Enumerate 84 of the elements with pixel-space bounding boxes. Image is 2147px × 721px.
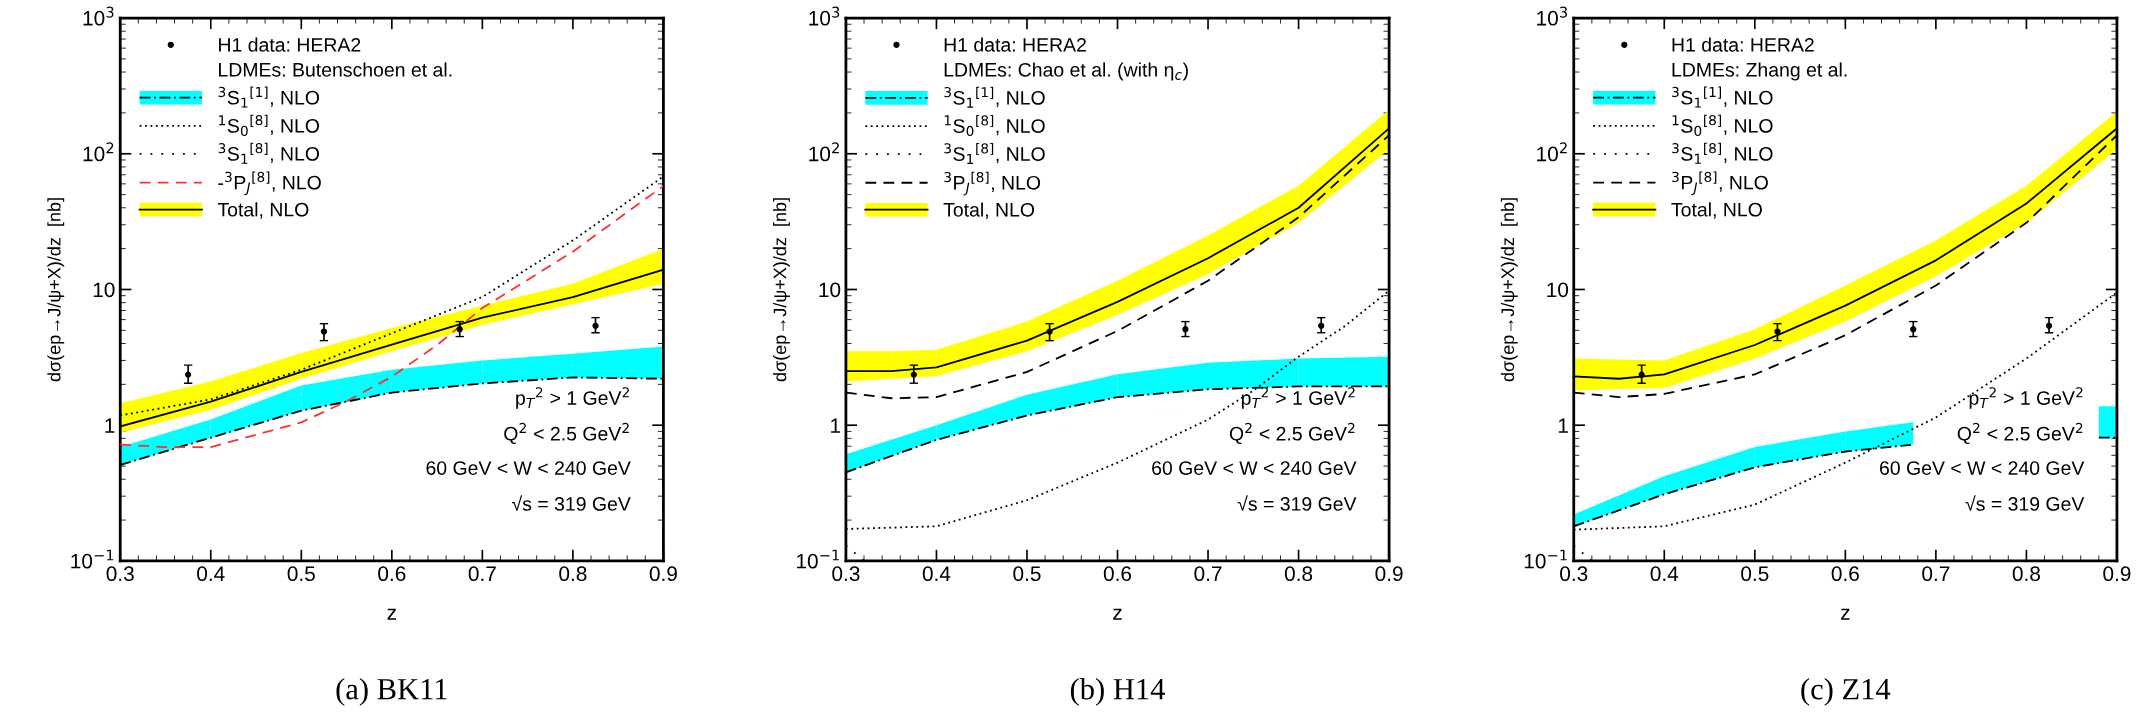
annotation: Q$^{2}$ < 2.5 GeV$^{2}$ <box>1957 422 2083 445</box>
legend-label: $^{1}$S$_{0}$$^{[8]}$, NLO <box>1672 114 1773 136</box>
x-tick-label: 0.6 <box>378 566 406 582</box>
y-tick-label: 10 <box>819 282 841 298</box>
legend-label: $^{3}$S$_{1}$$^{[1]}$, NLO <box>944 86 1045 108</box>
point <box>185 371 192 378</box>
legend-label: $^{3}$P$_{J}$$^{[8]}$, NLO <box>1672 171 1768 196</box>
point <box>456 326 463 333</box>
annotation: Q$^{2}$ < 2.5 GeV$^{2}$ <box>504 422 629 445</box>
x-axis-title: z <box>1840 608 1850 620</box>
legend-label: $^{3}$S$_{1}$$^{[8]}$, NLO <box>1672 142 1773 164</box>
point <box>1638 371 1645 378</box>
legend-label: $^{3}$S$_{1}$$^{[1]}$, NLO <box>1672 86 1773 108</box>
x-axis-title: z <box>1113 608 1122 620</box>
x-axis-title: z <box>387 608 396 620</box>
text: (c) Z14 <box>1801 677 1891 706</box>
point <box>1046 328 1053 335</box>
y-axis-title: dσ(ep→J/ψ+X)/dz [nb] <box>47 198 65 382</box>
legend-label: Total, NLO <box>943 202 1035 219</box>
legend-label: Total, NLO <box>217 202 309 219</box>
x-tick-label: 0.8 <box>2012 566 2040 582</box>
legend-label: $^{3}$S$_{1}$$^{[1]}$, NLO <box>218 86 320 108</box>
x-tick-label: 0.5 <box>1741 566 1769 582</box>
point <box>2045 322 2053 329</box>
legend-title: LDMEs: Chao et al. (with η$_{c}$) <box>944 62 1188 81</box>
y-tick-label: 1 <box>1558 418 1568 433</box>
y-tick-label: 1 <box>831 418 841 433</box>
legend-label: $^{3}$S$_{1}$$^{[8]}$, NLO <box>944 142 1045 164</box>
legend-label: -$^{3}$P$_{J}$$^{[8]}$, NLO <box>218 171 321 196</box>
y-tick-label: 10$^{2}$ <box>809 142 839 162</box>
point <box>1774 328 1781 335</box>
annotation: p$_{T}$$^{2}$ > 1 GeV$^{2}$ <box>1969 387 2083 409</box>
annotation: √s = 319 GeV <box>1965 495 2085 511</box>
x-tick-label: 0.8 <box>559 566 587 582</box>
x-tick-label: 0.7 <box>468 566 496 582</box>
text: (a) BK11 <box>336 677 447 706</box>
y-axis-title: dσ(ep→J/ψ+X)/dz [nb] <box>773 198 790 382</box>
x-tick-label: 0.9 <box>649 566 677 582</box>
legend-title: LDMEs: Butenschoen et al. <box>219 62 452 77</box>
annotation: p$_{T}$$^{2}$ > 1 GeV$^{2}$ <box>516 387 629 409</box>
text: (b) H14 <box>1070 677 1165 706</box>
point <box>1318 322 1325 329</box>
x-tick-label: 0.9 <box>1375 566 1403 582</box>
y-tick-label: 10 <box>93 282 115 298</box>
annotation: 60 GeV < W < 240 GeV <box>426 461 631 475</box>
legend-label: H1 data: HERA2 <box>219 37 361 52</box>
legend-label: $^{1}$S$_{0}$$^{[8]}$, NLO <box>944 114 1045 137</box>
point <box>910 371 917 378</box>
y-axis-title: dσ(ep→J/ψ+X)/dz [nb] <box>1500 198 1518 382</box>
legend-label: H1 data: HERA2 <box>944 37 1086 52</box>
legend-label: $^{3}$P$_{J}$$^{[8]}$, NLO <box>944 171 1041 196</box>
x-tick-label: 0.6 <box>1103 566 1132 582</box>
annotation: Q$^{2}$ < 2.5 GeV$^{2}$ <box>1229 422 1355 445</box>
legend-label: $^{3}$S$_{1}$$^{[8]}$, NLO <box>218 142 320 164</box>
y-tick-label: 10$^{2}$ <box>1537 142 1567 162</box>
y-tick-label: 10$^{3}$ <box>83 6 114 26</box>
x-tick-label: 0.8 <box>1284 566 1313 582</box>
y-tick-label: 10$^{3}$ <box>809 6 840 26</box>
x-tick-label: 0.7 <box>1194 566 1222 582</box>
x-tick-label: 0.5 <box>1013 566 1041 582</box>
y-tick-label: 10$^{2}$ <box>83 142 114 162</box>
annotation: p$_{T}$$^{2}$ > 1 GeV$^{2}$ <box>1241 387 1355 409</box>
annotation: √s = 319 GeV <box>1237 495 1357 511</box>
annotation: 60 GeV < W < 240 GeV <box>1152 461 1357 475</box>
x-tick-label: 0.7 <box>1922 566 1950 582</box>
point <box>592 322 599 329</box>
annotation: 60 GeV < W < 240 GeV <box>1879 461 2085 475</box>
point <box>1910 326 1917 333</box>
legend-label: $^{1}$S$_{0}$$^{[8]}$, NLO <box>219 114 320 136</box>
legend-label: H1 data: HERA2 <box>1672 37 1814 52</box>
y-tick-label: 10 <box>1547 282 1569 298</box>
y-tick-label: 1 <box>105 418 115 433</box>
point <box>1182 326 1189 333</box>
x-tick-label: 0.6 <box>1831 566 1859 582</box>
y-tick-label: 10$^{3}$ <box>1537 6 1568 26</box>
x-tick-label: 0.4 <box>1650 566 1679 582</box>
x-tick-label: 0.9 <box>2103 566 2131 582</box>
x-tick-label: 0.4 <box>922 566 951 582</box>
legend-label: Total, NLO <box>1671 202 1762 219</box>
legend-title: LDMEs: Zhang et al. <box>1672 62 1847 81</box>
annotation: √s = 319 GeV <box>512 495 631 511</box>
x-tick-label: 0.5 <box>287 566 315 582</box>
point <box>320 328 328 335</box>
x-tick-label: 0.4 <box>197 566 225 582</box>
